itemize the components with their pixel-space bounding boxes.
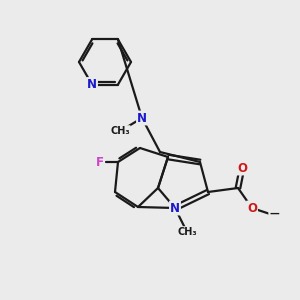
Text: —: — <box>269 209 279 219</box>
Text: F: F <box>96 155 104 169</box>
Text: N: N <box>170 202 180 214</box>
Text: N: N <box>137 112 147 124</box>
Text: O: O <box>247 202 257 214</box>
Text: CH₃: CH₃ <box>177 227 197 237</box>
Text: O: O <box>237 161 247 175</box>
Text: N: N <box>87 78 97 91</box>
Text: CH₃: CH₃ <box>110 126 130 136</box>
